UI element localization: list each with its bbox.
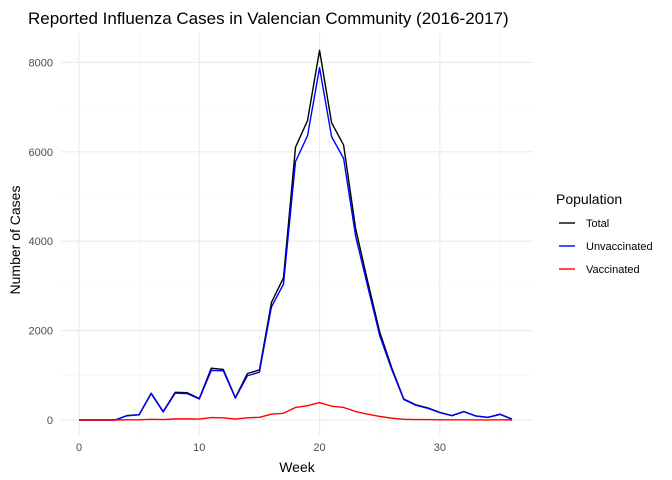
legend: Population Total Unvaccinated Vaccinated	[556, 191, 653, 276]
x-axis-ticks: 0 10 20 30	[76, 442, 446, 454]
x-tick-label: 0	[76, 442, 82, 454]
legend-label-vaccinated: Vaccinated	[586, 264, 640, 276]
y-tick-label: 4000	[29, 236, 53, 248]
y-tick-label: 8000	[29, 57, 53, 69]
legend-label-unvaccinated: Unvaccinated	[586, 241, 653, 253]
x-axis-title: Week	[279, 459, 316, 475]
x-tick-label: 20	[313, 442, 325, 454]
legend-items: Total Unvaccinated Vaccinated	[559, 218, 653, 276]
chart-title: Reported Influenza Cases in Valencian Co…	[28, 9, 509, 28]
grid	[61, 33, 533, 435]
series-line-vaccinated	[79, 401, 513, 421]
y-tick-label: 0	[47, 415, 53, 427]
x-tick-label: 30	[434, 442, 446, 454]
y-axis-ticks: 0 2000 4000 6000 8000	[29, 57, 53, 427]
series-line-total	[79, 49, 513, 421]
series-lines	[79, 49, 513, 421]
y-tick-label: 2000	[29, 326, 53, 338]
x-tick-label: 10	[193, 442, 205, 454]
y-axis-title: Number of Cases	[7, 186, 23, 295]
legend-title: Population	[556, 191, 622, 207]
y-tick-label: 6000	[29, 147, 53, 159]
series-line-unvaccinated	[79, 67, 513, 421]
legend-label-total: Total	[586, 218, 609, 230]
